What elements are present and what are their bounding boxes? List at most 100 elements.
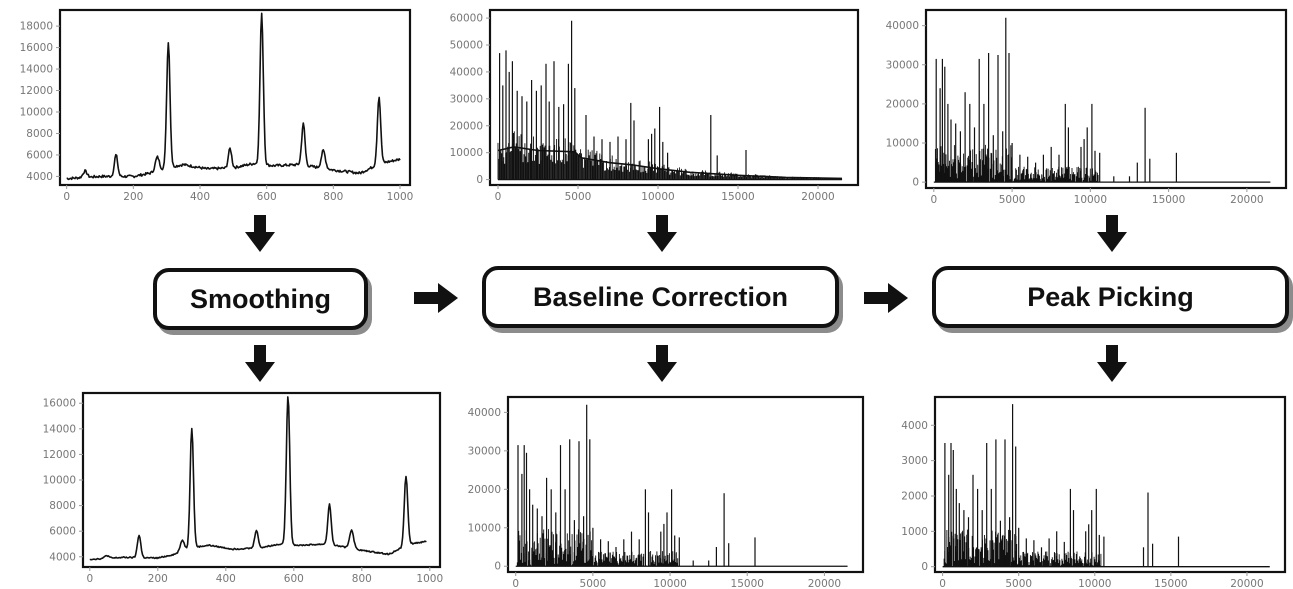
y-tick-label: 30000 [886,59,919,71]
down-arrow-icon [647,345,677,383]
y-tick-label: 20000 [886,98,919,110]
y-tick-label: 50000 [450,40,483,52]
y-tick-label: 0 [912,177,919,189]
raw-spectrum-plot-1: 4000 6000 8000 10000 12000 14000 16000 18000 0 20… [20,8,413,203]
right-arrow-icon [414,283,458,313]
y-tick-label: 8000 [26,128,53,140]
processed-spectrum-plot-1: 4000 6000 8000 10000 12000 14000 16000 0 200 400 6… [43,391,443,585]
baseline-correction-step-box: Baseline Correction [482,266,839,328]
y-tick-label: 2000 [901,490,928,502]
y-tick-label: 14000 [20,64,53,76]
chart-4: 0 10000 20000 30000 40000 0 5000 10000 15000 2000… [468,395,865,589]
x-tick-label: 20000 [801,191,834,203]
y-tick-label: 20000 [450,120,483,132]
x-tick-label: 15000 [1152,194,1185,206]
y-tick-label: 0 [921,561,928,573]
processed-spectrum-plot-2: 0 10000 20000 30000 40000 0 5000 10000 15000 2000… [468,395,865,589]
y-tick-label: 4000 [49,551,76,563]
right-arrow-icon [864,283,908,313]
y-tick-label: 12000 [20,85,53,97]
x-tick-label: 10000 [641,191,674,203]
x-tick-label: 5000 [580,578,607,589]
raw-spectrum-plot-2: 0 10000 20000 30000 40000 50000 60000 0 5000 1000… [450,8,860,203]
x-tick-label: 5000 [999,194,1026,206]
x-tick-label: 0 [86,573,93,585]
baseline-correction-step-label: Baseline Correction [532,281,789,312]
y-tick-label: 10000 [886,138,919,150]
y-tick-label: 1000 [901,526,928,538]
peak-picking-step-label: Peak Picking [1027,281,1194,312]
plot-frame [58,8,412,187]
x-tick-label: 600 [284,573,304,585]
y-tick-label: 6000 [26,149,53,161]
x-tick-label: 10000 [1074,194,1107,206]
y-tick-label: 8000 [49,500,76,512]
y-tick-label: 10000 [20,106,53,118]
y-tick-label: 0 [494,561,501,573]
smoothing-step-label: Smoothing [190,283,331,314]
y-tick-label: 16000 [43,398,76,410]
x-tick-label: 800 [352,573,372,585]
x-tick-label: 20000 [1230,578,1263,589]
x-tick-label: 10000 [1078,578,1111,589]
y-tick-label: 20000 [468,484,501,496]
y-tick-label: 40000 [886,20,919,32]
x-tick-label: 0 [495,191,502,203]
y-tick-label: 30000 [450,93,483,105]
smoothing-step-box: Smoothing [153,268,368,330]
x-tick-label: 1000 [387,191,414,203]
y-tick-label: 4000 [901,420,928,432]
plot-frame [933,395,1287,574]
x-tick-label: 5000 [1005,578,1032,589]
y-tick-label: 40000 [450,66,483,78]
raw-spectrum-plot-3: 0 10000 20000 30000 40000 0 5000 10000 15000 2000… [886,8,1288,206]
y-tick-label: 4000 [26,171,53,183]
x-tick-label: 800 [323,191,343,203]
x-tick-label: 20000 [1230,194,1263,206]
y-tick-label: 10000 [43,475,76,487]
peak-picking-step-box: Peak Picking [932,266,1289,328]
down-arrow-icon [245,215,275,253]
y-tick-label: 3000 [901,455,928,467]
y-tick-label: 18000 [20,21,53,33]
y-tick-label: 14000 [43,423,76,435]
spectrum-line [89,396,427,561]
down-arrow-icon [647,215,677,253]
plot-frame [81,391,442,569]
x-tick-label: 20000 [808,578,841,589]
x-tick-label: 5000 [565,191,592,203]
y-tick-label: 0 [476,174,483,186]
x-tick-label: 15000 [721,191,754,203]
y-tick-label: 10000 [468,522,501,534]
down-arrow-icon [245,345,275,383]
plot-frame [488,8,860,187]
x-tick-label: 200 [123,191,143,203]
y-tick-label: 16000 [20,42,53,54]
x-tick-label: 400 [190,191,210,203]
x-tick-label: 10000 [653,578,686,589]
x-tick-label: 0 [63,191,70,203]
down-arrow-icon [1097,215,1127,253]
processed-spectrum-plot-3: 0 1000 2000 3000 4000 0 5000 10000 15000 20000 [901,395,1287,589]
x-tick-label: 200 [148,573,168,585]
y-tick-label: 60000 [450,13,483,25]
chart-0: 4000 6000 8000 10000 12000 14000 16000 18000 0 20… [20,8,413,203]
x-tick-label: 15000 [1154,578,1187,589]
x-tick-label: 0 [512,578,519,589]
x-tick-label: 0 [939,578,946,589]
y-tick-label: 6000 [49,526,76,538]
x-tick-label: 400 [216,573,236,585]
chart-3: 4000 6000 8000 10000 12000 14000 16000 0 200 400 6… [43,391,443,585]
y-tick-label: 30000 [468,445,501,457]
chart-1: 0 10000 20000 30000 40000 50000 60000 0 5000 1000… [450,8,860,203]
x-tick-label: 600 [257,191,277,203]
down-arrow-icon [1097,345,1127,383]
y-tick-label: 10000 [450,147,483,159]
x-tick-label: 15000 [731,578,764,589]
y-tick-label: 12000 [43,449,76,461]
spectrum-line [66,12,401,181]
x-tick-label: 0 [930,194,937,206]
chart-5: 0 1000 2000 3000 4000 0 5000 10000 15000 20000 [901,395,1287,589]
x-tick-label: 1000 [416,573,443,585]
chart-2: 0 10000 20000 30000 40000 0 5000 10000 15000 2000… [886,8,1288,206]
